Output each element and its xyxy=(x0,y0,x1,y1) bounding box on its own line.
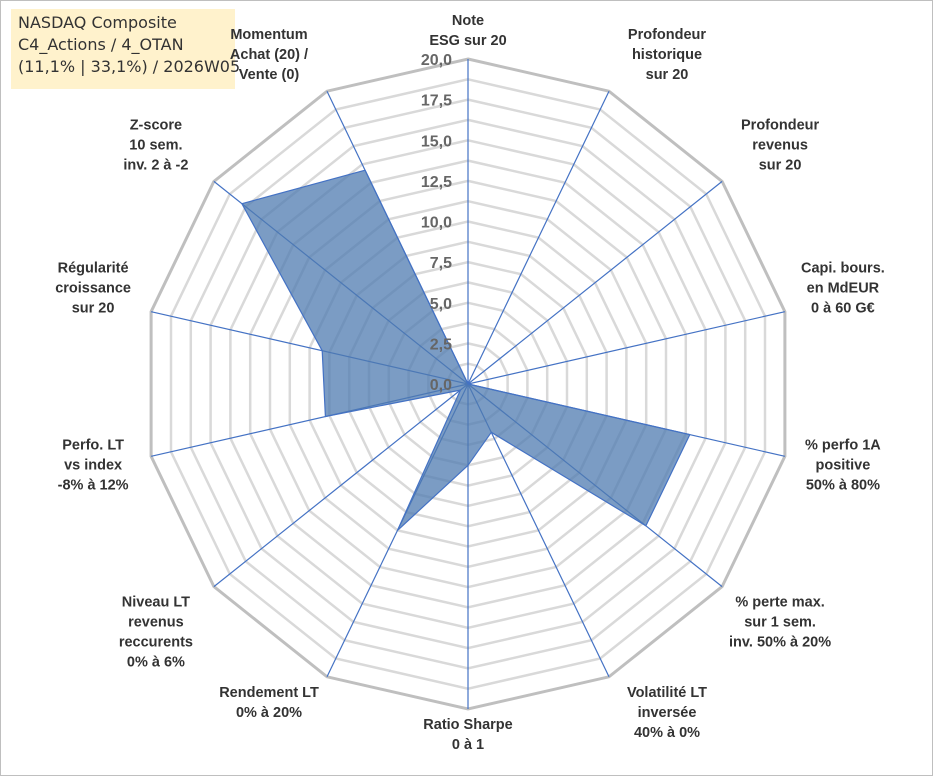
tick-label: 17,5 xyxy=(421,93,452,110)
axis-label: Niveau LT revenus reccurents 0% à 6% xyxy=(119,595,193,671)
tick-label: 10,0 xyxy=(421,215,452,232)
axis-spoke xyxy=(213,383,469,588)
axis-label-line: 0% à 6% xyxy=(127,655,185,671)
tick-label: 0,0 xyxy=(430,377,452,394)
axis-label-line: positive xyxy=(816,457,871,473)
axis-label: Profondeur historique sur 20 xyxy=(628,27,706,83)
axis-label-line: Achat (20) / xyxy=(230,47,308,63)
axis-label-line: Capi. bours. xyxy=(801,261,885,277)
axis-label-line: % perte max. xyxy=(735,595,824,611)
axis-label-line: Z-score xyxy=(130,117,182,133)
title-line-index: NASDAQ Composite xyxy=(18,13,177,32)
axis-label-line: inversée xyxy=(638,705,697,721)
chart-title-box: NASDAQ Composite C4_Actions / 4_OTAN (11… xyxy=(11,9,241,89)
axis-label-line: Volatilité LT xyxy=(627,685,707,701)
axis-label: % perte max. sur 1 sem. inv. 50% à 20% xyxy=(729,595,831,651)
tick-label: 7,5 xyxy=(430,255,452,272)
axis-label-line: en MdEUR xyxy=(807,281,880,297)
axis-label: Régularité croissance sur 20 xyxy=(55,261,131,317)
axis-label-line: ESG sur 20 xyxy=(429,33,506,49)
axis-label: Volatilité LT inversée 40% à 0% xyxy=(627,685,707,741)
axis-label-line: Momentum xyxy=(230,27,307,43)
axis-label-line: Niveau LT xyxy=(122,595,190,611)
axis-label-line: Ratio Sharpe xyxy=(423,717,512,733)
axis-label-line: Perfo. LT xyxy=(62,437,124,453)
tick-label: 15,0 xyxy=(421,133,452,150)
axis-label-line: revenus xyxy=(752,137,808,153)
axis-label: Perfo. LT vs index -8% à 12% xyxy=(58,437,129,493)
axis-label: Note ESG sur 20 xyxy=(429,13,506,49)
axis-label-line: Profondeur xyxy=(741,117,819,133)
axis-label-line: sur 20 xyxy=(72,301,115,317)
axis-label-line: Note xyxy=(452,13,484,29)
axis-label-line: vs index xyxy=(64,457,122,473)
axis-label-layer: Note ESG sur 20 Profondeur historique sur 20… xyxy=(55,13,885,753)
axis-label-line: 0 à 1 xyxy=(452,737,484,753)
axis-label-line: inv. 2 à -2 xyxy=(123,157,188,173)
axis-label: Rendement LT 0% à 20% xyxy=(219,685,319,721)
axis-label-line: 10 sem. xyxy=(129,137,182,153)
axis-label-line: Rendement LT xyxy=(219,685,319,701)
axis-label: Profondeur revenus sur 20 xyxy=(741,117,819,173)
axis-label-line: reccurents xyxy=(119,635,193,651)
axis-label-line: revenus xyxy=(128,615,184,631)
axis-label-line: 40% à 0% xyxy=(634,725,700,741)
tick-label: 5,0 xyxy=(430,296,452,313)
series-area-nasdaq-composite xyxy=(241,169,691,532)
title-line-stats: (11,1% | 33,1%) / 2026W05 xyxy=(18,57,241,76)
title-line-portfolio: C4_Actions / 4_OTAN xyxy=(18,35,184,54)
axis-label-line: 50% à 80% xyxy=(806,477,880,493)
axis-label-line: sur 1 sem. xyxy=(744,615,816,631)
axis-label-line: % perfo 1A xyxy=(805,437,881,453)
axis-label-line: Profondeur xyxy=(628,27,706,43)
axis-label-line: Vente (0) xyxy=(239,67,300,83)
axis-label-line: sur 20 xyxy=(646,67,689,83)
series-layer xyxy=(241,169,691,532)
axis-label-line: Régularité xyxy=(58,261,129,277)
axis-label-line: -8% à 12% xyxy=(58,477,129,493)
tick-layer: 0,0 2,5 5,0 7,5 10,0 12,5 15,0 17,5 20,0 xyxy=(421,52,452,394)
axis-label-line: sur 20 xyxy=(759,157,802,173)
axis-label: % perfo 1A positive 50% à 80% xyxy=(805,437,881,493)
axis-label-line: croissance xyxy=(55,281,131,297)
tick-label: 20,0 xyxy=(421,52,452,69)
axis-label: Ratio Sharpe 0 à 1 xyxy=(423,717,512,753)
axis-spoke xyxy=(467,90,610,385)
axis-label-line: inv. 50% à 20% xyxy=(729,635,831,651)
axis-label-line: historique xyxy=(632,47,702,63)
axis-label: Momentum Achat (20) / Vente (0) xyxy=(230,27,308,83)
tick-label: 2,5 xyxy=(430,336,452,353)
axis-label-line: 0% à 20% xyxy=(236,705,302,721)
axis-label: Z-score 10 sem. inv. 2 à -2 xyxy=(123,117,188,173)
tick-label: 12,5 xyxy=(421,174,452,191)
axis-label-line: 0 à 60 G€ xyxy=(811,301,875,317)
axis-spoke xyxy=(467,180,723,385)
axis-spoke xyxy=(467,311,786,385)
axis-label: Capi. bours. en MdEUR 0 à 60 G€ xyxy=(801,261,885,317)
